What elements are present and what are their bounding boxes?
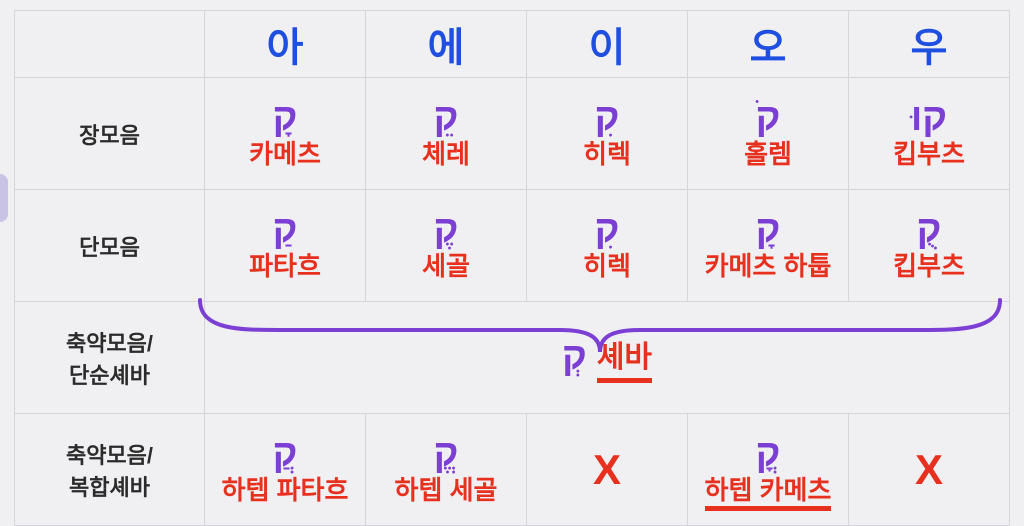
comp-a: קֲ 하텝 파타흐 [205, 414, 366, 526]
long-u: קוּ 킵부츠 [849, 78, 1010, 190]
short-i: קִ 히렉 [527, 190, 688, 302]
long-e-name: 체레 [368, 141, 524, 168]
long-u-mark: קוּ [851, 99, 1007, 139]
long-i-name: 히렉 [529, 141, 685, 168]
header-row: 아 에 이 오 우 [15, 11, 1010, 78]
corner-cell [15, 11, 205, 78]
sheva-mark: קְ [562, 338, 587, 378]
comp-o: קֳ 하텝 카메츠 [688, 414, 849, 526]
col-a: 아 [205, 11, 366, 78]
comp-u: X [849, 414, 1010, 526]
short-o-name: 카메츠 하툽 [690, 253, 846, 280]
short-a: קַ 파타흐 [205, 190, 366, 302]
comp-i-x: X [529, 446, 685, 494]
row-reduced-composite: 축약모음/ 복합셰바 קֲ 하텝 파타흐 קֱ 하텝 세골 X קֳ 하텝 카메… [15, 414, 1010, 526]
sheva-label: 셰바 [597, 332, 652, 383]
short-e-mark: קֶ [368, 211, 524, 251]
left-edge-tab [0, 174, 8, 222]
rowlabel-long: 장모음 [15, 78, 205, 190]
rowlabel-short: 단모음 [15, 190, 205, 302]
comp-a-mark: קֲ [207, 435, 363, 475]
row-reduced-simple: 축약모음/ 단순셰바 קְ 셰바 [15, 302, 1010, 414]
row-long: 장모음 קָ 카메츠 קֵ 체레 קִ 히렉 קֹ 홀렘 קוּ 킵부츠 [15, 78, 1010, 190]
long-o-name: 홀렘 [690, 141, 846, 168]
comp-o-mark: קֳ [690, 435, 846, 475]
short-o-mark: קָ [690, 211, 846, 251]
rowlabel-reduced-composite: 축약모음/ 복합셰바 [15, 414, 205, 526]
long-o-mark: קֹ [690, 99, 846, 139]
comp-i: X [527, 414, 688, 526]
long-e: קֵ 체레 [366, 78, 527, 190]
col-u: 우 [849, 11, 1010, 78]
long-o: קֹ 홀렘 [688, 78, 849, 190]
long-a: קָ 카메츠 [205, 78, 366, 190]
long-u-name: 킵부츠 [851, 141, 1007, 168]
sheva-simple-cell: קְ 셰바 [205, 302, 1010, 414]
col-i: 이 [527, 11, 688, 78]
comp-e: קֱ 하텝 세골 [366, 414, 527, 526]
long-i-mark: קִ [529, 99, 685, 139]
short-u-name: 킵부츠 [851, 253, 1007, 280]
col-o: 오 [688, 11, 849, 78]
long-a-mark: קָ [207, 99, 363, 139]
long-i: קִ 히렉 [527, 78, 688, 190]
short-e: קֶ 세골 [366, 190, 527, 302]
col-e: 에 [366, 11, 527, 78]
short-i-mark: קִ [529, 211, 685, 251]
long-e-mark: קֵ [368, 99, 524, 139]
comp-e-name: 하텝 세골 [368, 477, 524, 504]
comp-a-name: 하텝 파타흐 [207, 477, 363, 504]
comp-o-name: 하텝 카메츠 [690, 477, 846, 504]
comp-u-x: X [851, 446, 1007, 494]
short-u: קֻ 킵부츠 [849, 190, 1010, 302]
table-frame: 아 에 이 오 우 장모음 קָ 카메츠 קֵ 체레 קִ 히렉 קֹ 홀렘 [0, 0, 1024, 515]
short-e-name: 세골 [368, 253, 524, 280]
comp-e-mark: קֱ [368, 435, 524, 475]
short-u-mark: קֻ [851, 211, 1007, 251]
row-short: 단모음 קַ 파타흐 קֶ 세골 קִ 히렉 קָ 카메츠 하툽 קֻ 킵부츠 [15, 190, 1010, 302]
short-o: קָ 카메츠 하툽 [688, 190, 849, 302]
short-a-name: 파타흐 [207, 253, 363, 280]
short-a-mark: קַ [207, 211, 363, 251]
rowlabel-reduced-simple: 축약모음/ 단순셰바 [15, 302, 205, 414]
short-i-name: 히렉 [529, 253, 685, 280]
long-a-name: 카메츠 [207, 141, 363, 168]
vowel-table: 아 에 이 오 우 장모음 קָ 카메츠 קֵ 체레 קִ 히렉 קֹ 홀렘 [14, 10, 1010, 526]
